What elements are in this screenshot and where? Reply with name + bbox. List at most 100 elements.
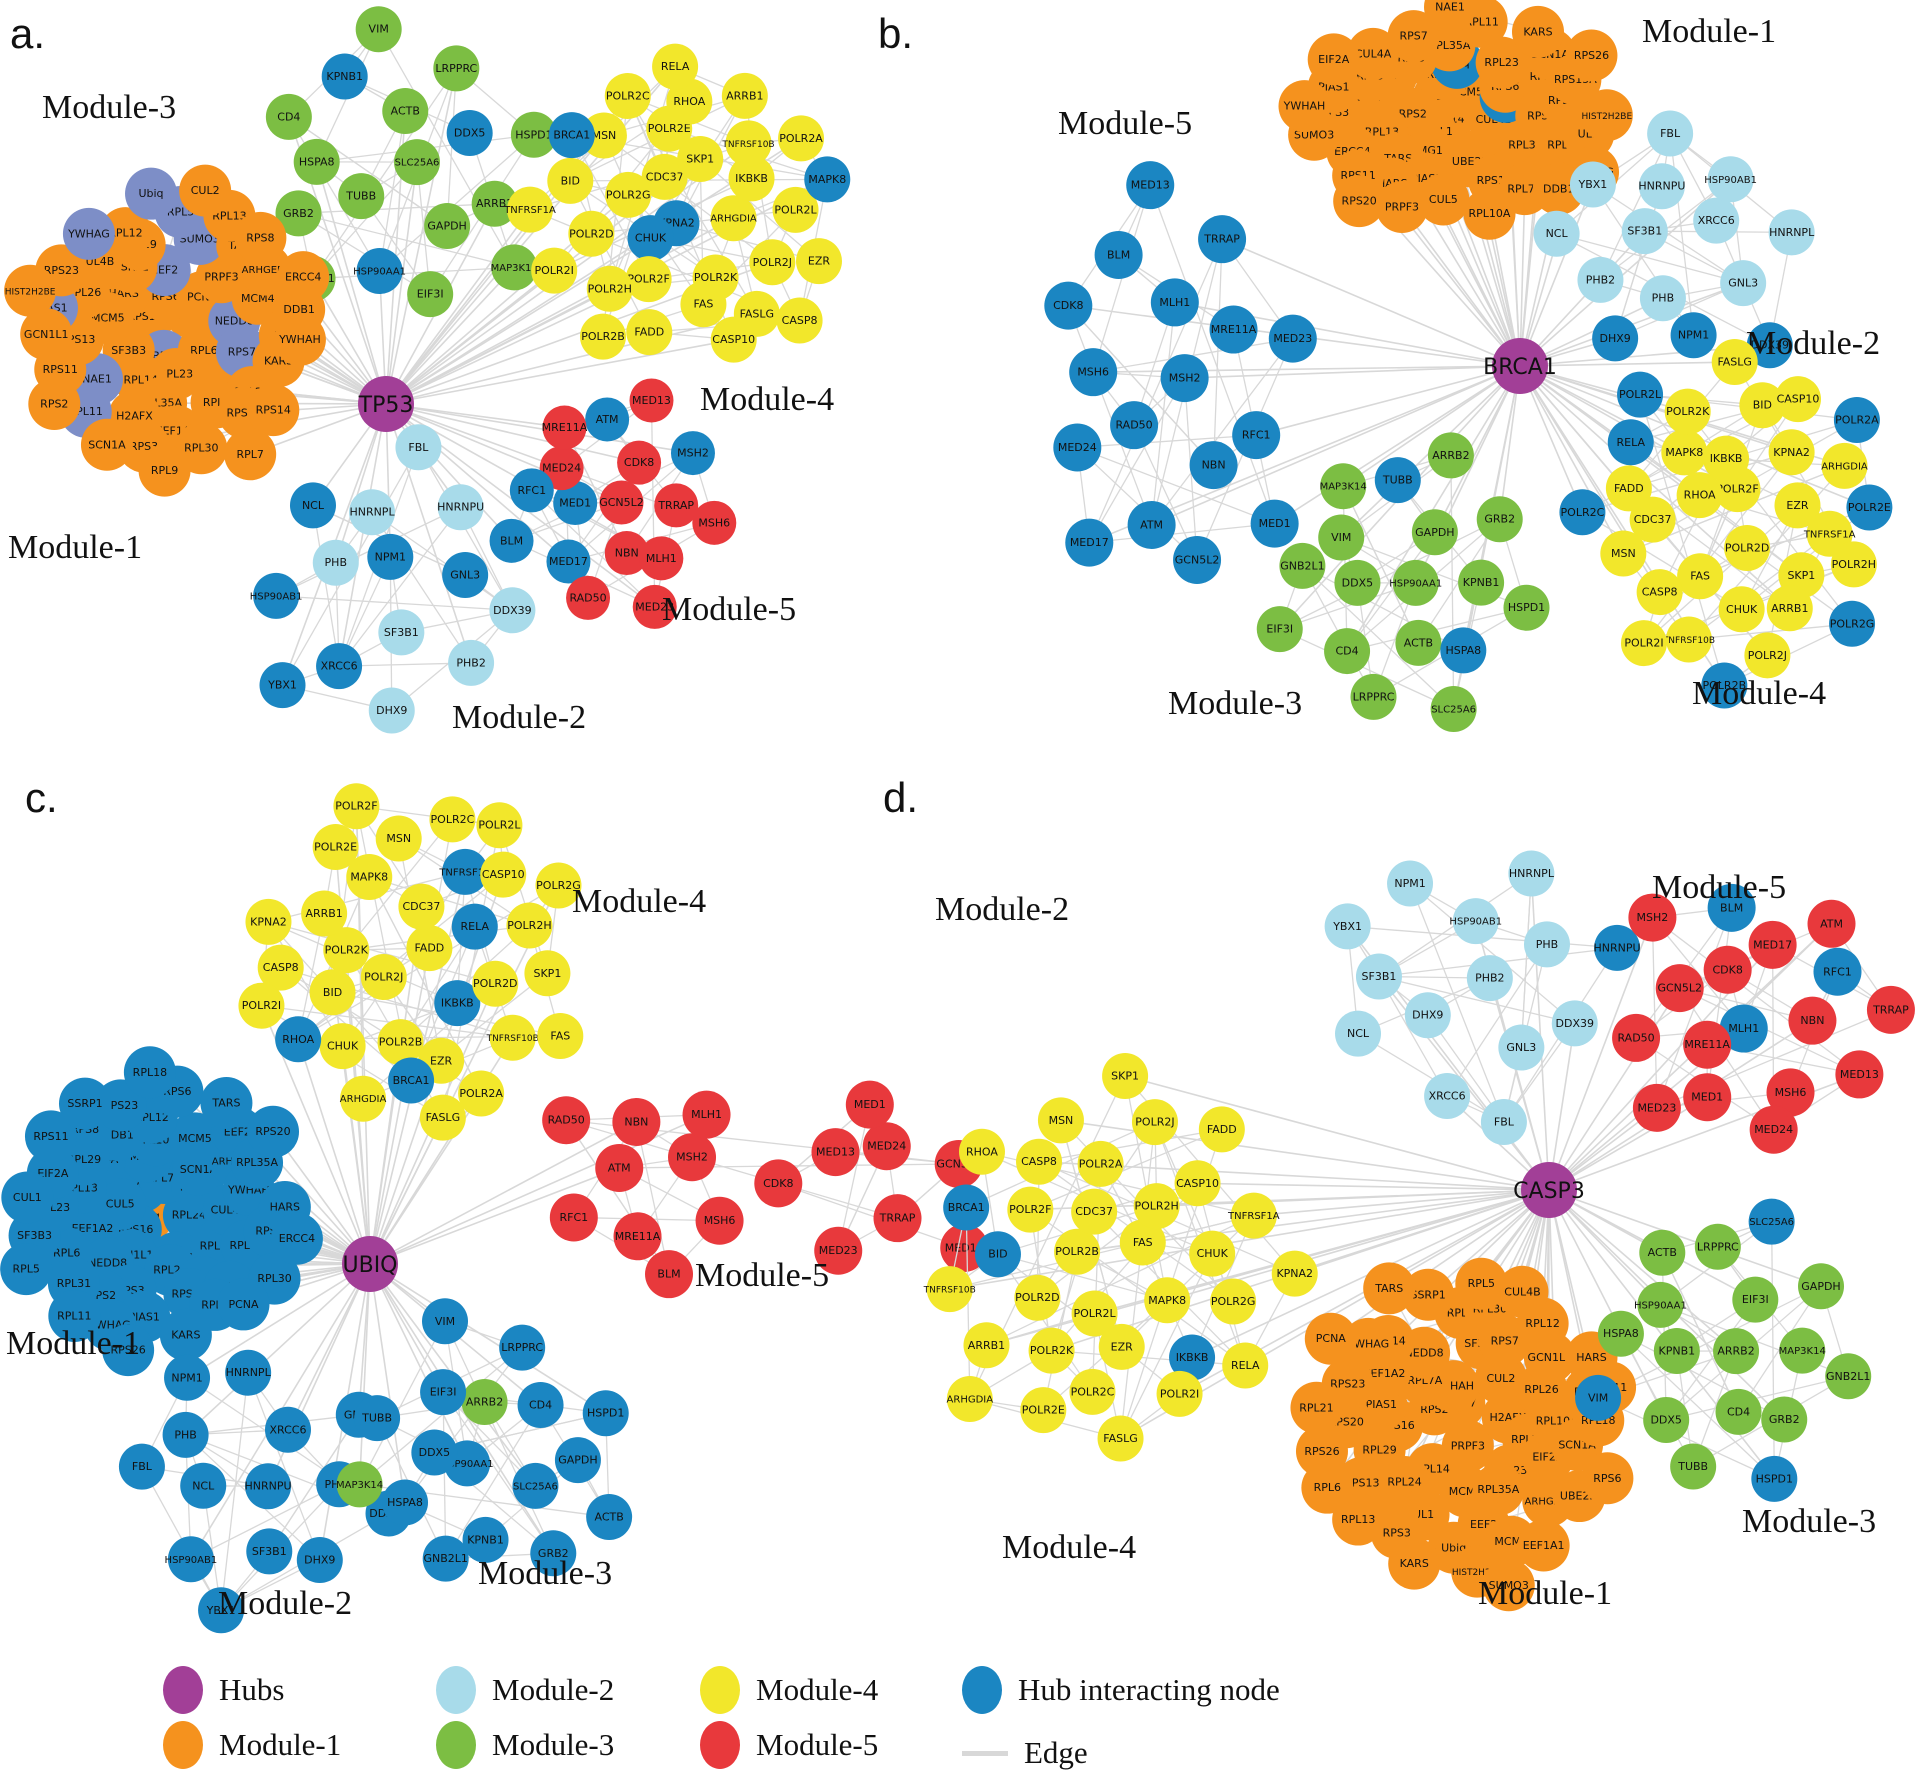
gene-node (548, 112, 595, 159)
edge (965, 1207, 971, 1400)
panel-d-module-2: PHB2 DHX9 HSP90AB1 GNL3 SF3B1 PHB XRCC6 NPM1 DDX… (1324, 850, 1641, 1146)
gene-label: POLR2K (694, 271, 738, 284)
gene-node (1739, 382, 1786, 429)
gene-label: VIM (369, 23, 389, 36)
gene-label: CUL2 (1486, 1372, 1515, 1385)
gene-node (367, 533, 414, 580)
gene-label: POLR2K (1030, 1344, 1074, 1357)
gene-label: POLR2A (459, 1087, 503, 1100)
gene-label: DDB1 (283, 303, 315, 316)
gene-label: ATM (596, 413, 619, 426)
gene-label: POLR2E (314, 841, 357, 854)
gene-label: MLH1 (1728, 1022, 1759, 1035)
gene-label: MED13 (1131, 179, 1170, 192)
gene-label: MAP3K14 (491, 263, 538, 274)
gene-label: POLR2B (1703, 679, 1747, 692)
gene-label: NBN (1800, 1014, 1824, 1027)
gene-node (336, 1461, 383, 1508)
gene-label: ATM (1820, 917, 1843, 930)
gene-label: RAD50 (569, 591, 606, 604)
gene-node (754, 1159, 803, 1208)
gene-label: GCN5L2 (1175, 553, 1220, 566)
gene-node (926, 1266, 973, 1313)
gene-node (629, 378, 674, 423)
gene-node (506, 902, 553, 949)
gene-label: CD4 (1335, 645, 1358, 658)
gene-label: POLR2F (335, 800, 377, 813)
gene-node (489, 1014, 536, 1061)
gene-label: HNRNPL (349, 506, 395, 519)
gene-label: PHB2 (1586, 273, 1615, 286)
gene-node (1290, 1381, 1343, 1434)
gene-node (811, 1128, 860, 1177)
gene-node (1517, 1519, 1570, 1572)
gene-label: POLR2G (606, 188, 651, 201)
hub-edge (1519, 189, 1526, 367)
gene-node (524, 950, 571, 997)
gene-label: DDX5 (454, 127, 485, 140)
gene-node (382, 1479, 429, 1526)
gene-node (1395, 619, 1442, 666)
gene-node (1387, 860, 1434, 907)
gene-label: GNB2L1 (1280, 559, 1324, 572)
gene-label: RPL12 (1525, 1317, 1559, 1330)
gene-node (1676, 472, 1723, 519)
gene-label: NCL (1546, 227, 1569, 240)
gene-label: TARS (1374, 1282, 1403, 1295)
gene-label: SLC25A6 (513, 1481, 558, 1492)
gene-label: HSP90AB1 (165, 1555, 218, 1566)
gene-node (1480, 1099, 1527, 1146)
gene-label: RPS20 (255, 1125, 290, 1138)
gene-label: SCN1A (88, 438, 126, 451)
gene-node (512, 1462, 559, 1509)
hub-edge (1253, 1189, 1550, 1217)
gene-label: HNRNPU (245, 1480, 292, 1493)
gene-label: FAS (1133, 1236, 1153, 1249)
panel-c-module-3: HSP90AA1 ARRB2 SLC25A6 DDX5 CD4 KPNB1 EIF3I GAP… (336, 1298, 633, 1582)
gene-label: MAPK8 (350, 871, 388, 884)
hub-edge (385, 269, 555, 405)
panel-b-module-5: MSH2 RAD50 MLH1 NBN MSH6 MRE11A ATM BLM RFC1 MED2… (1044, 161, 1317, 584)
gene-node (1833, 397, 1880, 444)
gene-node (1774, 482, 1821, 529)
gene-label: POLR2A (779, 132, 823, 145)
hub-edge (1548, 1189, 1822, 1288)
gene-label: DDX39 (1556, 1017, 1594, 1030)
gene-label: ARRB1 (968, 1339, 1005, 1352)
hub-edge (369, 1167, 620, 1265)
hub-edge (287, 1263, 371, 1431)
gene-node (1054, 1228, 1101, 1275)
hub-edge (338, 403, 387, 667)
gene-node (654, 483, 699, 528)
gene-node (1301, 1461, 1354, 1514)
panel-b-module-1: RPS14RPL14CUL4BGCN1L1MCM5RPL21RPS2H2AFXE… (1278, 0, 1633, 240)
hub-edge (1274, 365, 1521, 525)
gene-label: PRPF3 (1385, 201, 1419, 214)
gene-node (1169, 1334, 1216, 1381)
gene-label: PCNA (228, 1298, 259, 1311)
gene-node (168, 1112, 221, 1165)
gene-label: LRPPRC (435, 62, 477, 75)
gene-label: RPS3 (1383, 1526, 1411, 1539)
gene-label: GNB2L1 (1826, 1370, 1870, 1383)
gene-node (1569, 161, 1616, 208)
gene-node (1210, 1278, 1257, 1325)
gene-label: ARRB1 (305, 907, 342, 920)
gene-label: VIM (435, 1315, 455, 1328)
gene-label: SF3B3 (111, 344, 146, 357)
hub-edge (385, 209, 531, 405)
edge (1067, 305, 1215, 466)
gene-node (1825, 1353, 1872, 1400)
gene-label: DHX9 (1412, 1009, 1443, 1022)
gene-label: POLR2H (507, 919, 551, 932)
gene-node (1452, 898, 1499, 945)
gene-node (102, 1324, 155, 1377)
gene-node (617, 440, 662, 485)
gene-label: MSN (386, 832, 411, 845)
gene-label: EIF3I (1742, 1293, 1769, 1306)
edge (1357, 1033, 1505, 1123)
gene-label: BLM (657, 1268, 680, 1281)
gene-label: GAPDH (1801, 1280, 1840, 1293)
edge (1378, 975, 1575, 1025)
gene-label: GRB2 (1769, 1413, 1800, 1426)
